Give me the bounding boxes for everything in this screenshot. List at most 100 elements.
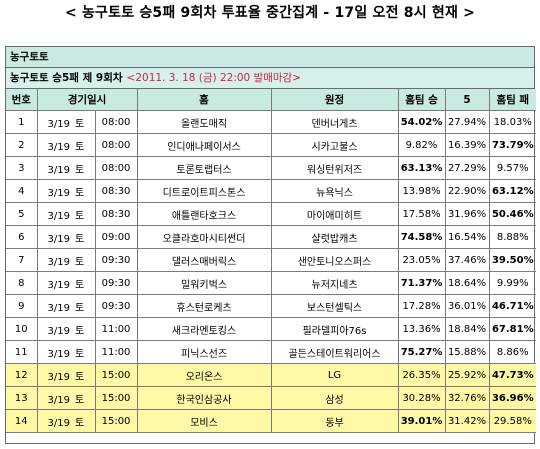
match-day: 토 [74,118,85,130]
round-subtitle: 농구토토 승5패 제 9회차 <2011. 3. 18 (금) 22:00 발매마… [6,68,534,89]
row-number: 9 [6,294,38,318]
table-row: 3 3/19 토 08:00 토론토랩터스 워싱턴위저즈 63.13% 27.29% 9.57% [6,156,537,180]
row-number: 4 [6,179,38,203]
five-rate: 27.94% [444,110,490,134]
match-date: 3/19 토 [36,248,96,272]
row-number: 6 [6,225,38,249]
away-team: 골든스테이트워리어스 [270,340,399,364]
match-time: 09:30 [94,271,138,295]
home-team: 인디애나페이서스 [136,133,272,157]
vote-table: 번호 경기일시 홈 원정 홈팀 승 5 홈팀 패 1 3/19 토 08:00 올랜도매… [6,89,537,433]
match-day: 토 [74,233,85,245]
five-rate: 18.84% [444,317,490,341]
match-date: 3/19 토 [36,110,96,134]
home-win-rate: 39.01% [397,409,446,433]
row-number: 3 [6,156,38,180]
away-team: 뉴욕닉스 [270,179,399,203]
home-team: 토론토랩터스 [136,156,272,180]
away-team: 샌안토니오스퍼스 [270,248,399,272]
home-win-rate: 17.28% [397,294,446,318]
away-team: 마이애미히트 [270,202,399,226]
toto-panel: 농구토토 농구토토 승5패 제 9회차 <2011. 3. 18 (금) 22:0… [5,46,537,444]
row-number: 2 [6,133,38,157]
col-datetime: 경기일시 [36,89,138,111]
row-number: 1 [6,110,38,134]
col-five: 5 [444,89,490,111]
away-team: LG [270,363,399,387]
header-row: 번호 경기일시 홈 원정 홈팀 승 5 홈팀 패 [6,89,537,111]
five-rate: 15.88% [444,340,490,364]
table-row: 14 3/19 토 15:00 모비스 동부 39.01% 31.42% 29.58% [6,409,537,433]
match-time: 08:30 [94,202,138,226]
match-date: 3/19 토 [36,179,96,203]
match-day: 토 [74,325,85,337]
match-date: 3/19 토 [36,225,96,249]
home-lose-rate: 47.73% [488,363,537,387]
match-time: 09:00 [94,225,138,249]
match-time: 08:00 [94,133,138,157]
home-team: 밀워키벅스 [136,271,272,295]
table-row: 12 3/19 토 15:00 오리온스 LG 26.35% 25.92% 47.73% [6,363,537,387]
five-rate: 32.76% [444,386,490,410]
match-day: 토 [74,394,85,406]
col-home-lose: 홈팀 패 [488,89,537,111]
home-win-rate: 13.36% [397,317,446,341]
match-day: 토 [74,164,85,176]
home-team: 한국인삼공사 [136,386,272,410]
match-date-value: 3/19 [47,348,70,360]
match-date-value: 3/19 [47,279,70,291]
match-time: 11:00 [94,340,138,364]
home-lose-rate: 73.79% [488,133,537,157]
match-day: 토 [74,210,85,222]
col-home-win: 홈팀 승 [397,89,446,111]
match-time: 15:00 [94,386,138,410]
five-rate: 25.92% [444,363,490,387]
match-date-value: 3/19 [47,233,70,245]
row-number: 7 [6,248,38,272]
home-win-rate: 26.35% [397,363,446,387]
home-team: 새크라멘토킹스 [136,317,272,341]
table-row: 7 3/19 토 09:30 댈러스매버릭스 샌안토니오스퍼스 23.05% 37.46% 39… [6,248,537,272]
home-win-rate: 74.58% [397,225,446,249]
away-team: 덴버너게츠 [270,110,399,134]
home-lose-rate: 9.57% [488,156,537,180]
home-team: 올랜도매직 [136,110,272,134]
match-time: 09:30 [94,294,138,318]
match-date: 3/19 토 [36,386,96,410]
home-team: 휴스턴로케츠 [136,294,272,318]
round-label: 농구토토 승5패 제 9회차 [10,72,123,84]
five-rate: 31.42% [444,409,490,433]
row-number: 5 [6,202,38,226]
panel-title: 농구토토 [6,47,534,68]
row-number: 13 [6,386,38,410]
home-win-rate: 71.37% [397,271,446,295]
match-time: 08:30 [94,179,138,203]
away-team: 시카고불스 [270,133,399,157]
match-time: 11:00 [94,317,138,341]
match-date-value: 3/19 [47,187,70,199]
table-row: 2 3/19 토 08:00 인디애나페이서스 시카고불스 9.82% 16.39% 73.79… [6,133,537,157]
home-win-rate: 13.98% [397,179,446,203]
match-day: 토 [74,371,85,383]
match-date: 3/19 토 [36,294,96,318]
row-number: 11 [6,340,38,364]
home-win-rate: 9.82% [397,133,446,157]
table-row: 13 3/19 토 15:00 한국인삼공사 삼성 30.28% 32.76% 36.96% [6,386,537,410]
home-lose-rate: 36.96% [488,386,537,410]
match-date: 3/19 토 [36,271,96,295]
match-day: 토 [74,187,85,199]
home-win-rate: 23.05% [397,248,446,272]
away-team: 필라델피아76s [270,317,399,341]
away-team: 삼성 [270,386,399,410]
table-row: 6 3/19 토 09:00 오클라호마시티썬더 샬럿밥캐츠 74.58% 16.54% 8.8… [6,225,537,249]
table-row: 10 3/19 토 11:00 새크라멘토킹스 필라델피아76s 13.36% 18.84% 6… [6,317,537,341]
away-team: 샬럿밥캐츠 [270,225,399,249]
five-rate: 36.01% [444,294,490,318]
col-away: 원정 [270,89,399,111]
home-team: 애틀랜타호크스 [136,202,272,226]
home-lose-rate: 63.12% [488,179,537,203]
home-lose-rate: 8.86% [488,340,537,364]
home-lose-rate: 46.71% [488,294,537,318]
home-lose-rate: 67.81% [488,317,537,341]
match-day: 토 [74,417,85,429]
